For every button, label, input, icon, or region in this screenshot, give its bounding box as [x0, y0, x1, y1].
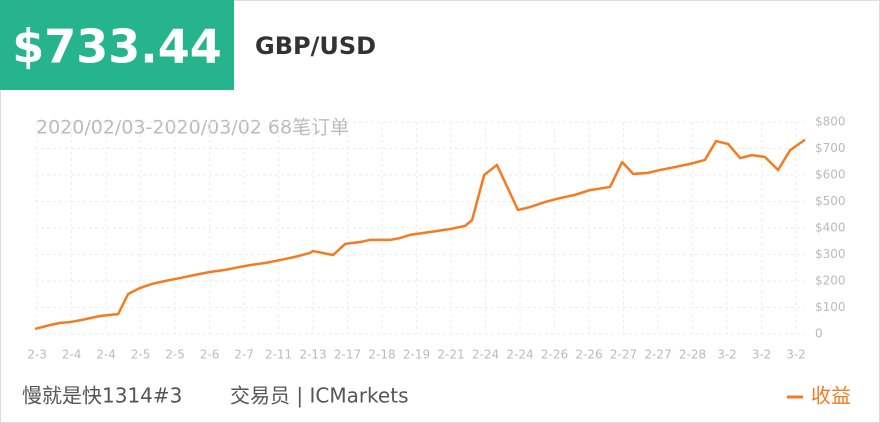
- x-tick-label: 3-2: [786, 348, 806, 362]
- x-tick-label: 2-5: [131, 348, 151, 362]
- x-tick-label: 2-26: [575, 348, 602, 362]
- trader: 交易员 | ICMarkets: [230, 384, 409, 408]
- y-tick-label: $700: [815, 141, 846, 155]
- x-tick-label: 3-2: [717, 348, 737, 362]
- x-tick-label: 2-7: [234, 348, 254, 362]
- x-tick-label: 2-18: [368, 348, 395, 362]
- x-tick-label: 2-11: [265, 348, 292, 362]
- x-tick-label: 2-4: [62, 348, 82, 362]
- y-tick-label: $400: [815, 221, 846, 235]
- subtitle: 2020/02/03-2020/03/02 68笔订单: [36, 117, 349, 139]
- x-tick-label: 2-24: [506, 348, 533, 362]
- x-tick-label: 2-26: [541, 348, 568, 362]
- x-tick-label: 2-19: [403, 348, 430, 362]
- x-tick-label: 2-27: [644, 348, 671, 362]
- x-tick-label: 2-13: [299, 348, 326, 362]
- x-tick-label: 2-17: [334, 348, 361, 362]
- x-tick-label: 2-27: [610, 348, 637, 362]
- line: [34, 138, 806, 331]
- y-tick-label: $200: [815, 274, 846, 288]
- x-tick-label: 2-24: [472, 348, 499, 362]
- y-tick-label: $600: [815, 168, 846, 182]
- x-tick-label: 2-6: [200, 348, 220, 362]
- x-tick-label: 2-3: [27, 348, 47, 362]
- account: 慢就是快1314#3: [22, 384, 182, 408]
- x-tick-label: 2-21: [437, 348, 464, 362]
- x-tick-label: 3-2: [752, 348, 772, 362]
- x-tick-label: 2-4: [96, 348, 116, 362]
- x-tick-label: 2-28: [679, 348, 706, 362]
- pair: GBP/USD: [255, 32, 376, 60]
- balance: $733.44: [12, 20, 222, 74]
- y-tick-label: 0: [815, 327, 823, 341]
- x-tick-label: 2-5: [165, 348, 185, 362]
- balance-box: [0, 0, 234, 90]
- y-tick-label: $500: [815, 194, 846, 208]
- y-tick-label: $800: [815, 115, 846, 129]
- y-tick-label: $100: [815, 300, 846, 314]
- legend-label: 收益: [811, 384, 851, 408]
- y-tick-label: $300: [815, 247, 846, 261]
